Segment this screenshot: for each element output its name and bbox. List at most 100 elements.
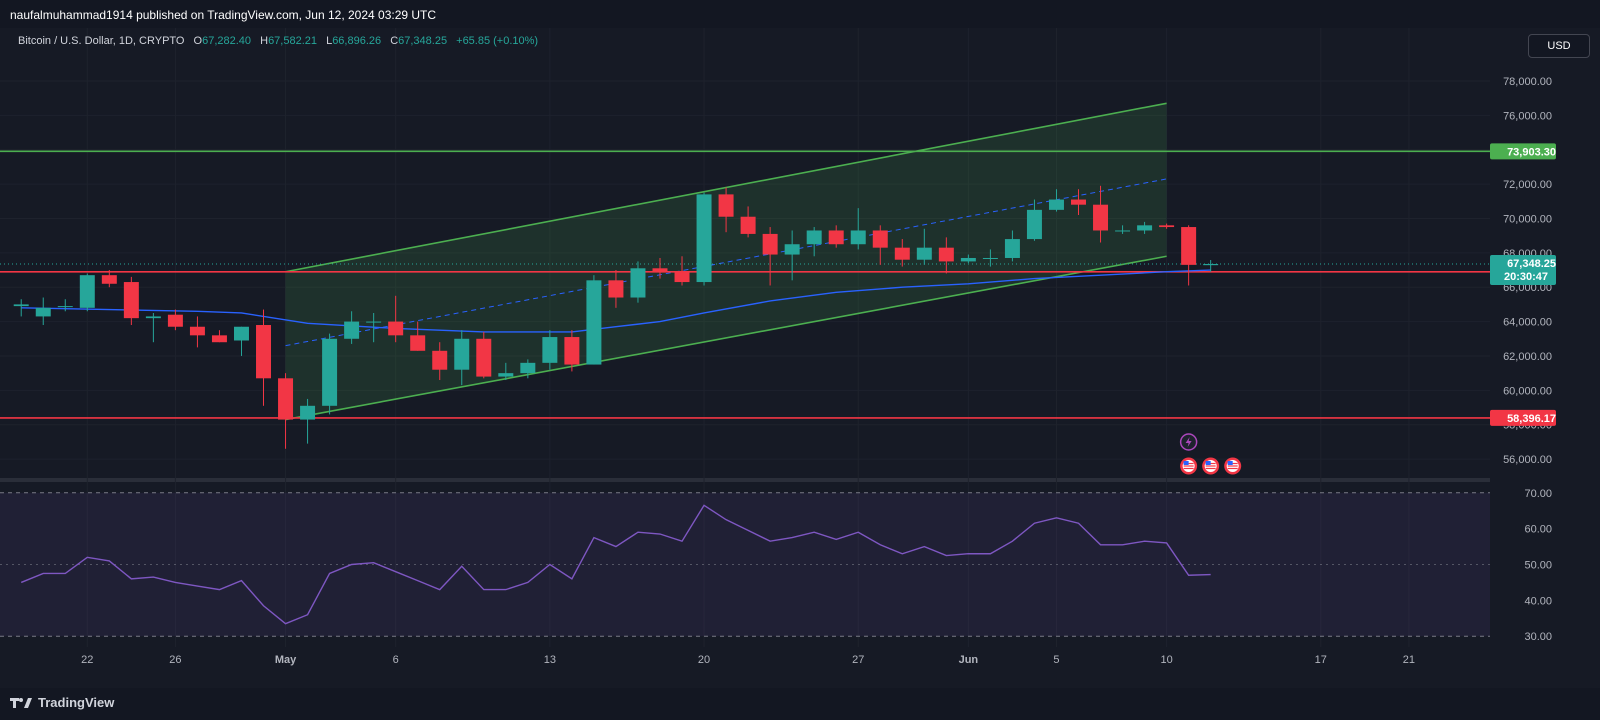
candle-down[interactable] [256, 325, 272, 379]
candle-up[interactable] [586, 280, 602, 365]
candle-down[interactable] [828, 230, 844, 245]
open-label: O [193, 35, 203, 47]
candle-up[interactable] [344, 321, 360, 339]
candle-down[interactable] [189, 326, 205, 336]
symbol-name[interactable]: Bitcoin / U.S. Dollar, 1D, CRYPTO [18, 35, 185, 47]
candle-down[interactable] [1093, 204, 1109, 231]
candle-up[interactable] [630, 268, 646, 298]
us-flag-canton [1227, 461, 1233, 465]
pane-divider[interactable] [0, 478, 1600, 482]
current-price-label: 67,348.25 [1507, 258, 1556, 270]
time-tick-label: 21 [1403, 654, 1415, 666]
time-tick-label: 20 [698, 654, 710, 666]
rsi-line[interactable] [20, 504, 1211, 625]
candle-up[interactable] [300, 405, 316, 420]
candle-up[interactable] [1203, 264, 1219, 266]
time-tick-label: 6 [393, 654, 399, 666]
level-price-badge[interactable] [1490, 143, 1556, 160]
price-axis[interactable] [1490, 62, 1600, 657]
time-tick-label: 27 [852, 654, 864, 666]
rsi-tick-label: 30.00 [1524, 631, 1552, 643]
candle-down[interactable] [718, 194, 734, 217]
candle-up[interactable] [982, 257, 998, 259]
candle-down[interactable] [608, 280, 624, 298]
close-label: C [390, 35, 399, 47]
tradingview-brand: TradingView [38, 695, 115, 710]
candle-down[interactable] [211, 335, 227, 343]
close-value: 67,348.25 [398, 35, 448, 47]
candle-up[interactable] [145, 316, 161, 319]
candle-up[interactable] [850, 230, 866, 245]
currency-button[interactable]: USD [1528, 34, 1590, 58]
candle-up[interactable] [542, 337, 558, 363]
candle-down[interactable] [564, 337, 580, 365]
chart-canvas[interactable]: 56,000.0058,000.0060,000.0062,000.0064,0… [0, 28, 1600, 688]
candle-up[interactable] [1115, 230, 1131, 232]
candle-up[interactable] [1004, 239, 1020, 258]
candle-down[interactable] [278, 378, 294, 420]
candle-down[interactable] [101, 275, 117, 284]
chart-frame[interactable]: 56,000.0058,000.0060,000.0062,000.0064,0… [0, 28, 1600, 688]
symbol-legend: Bitcoin / U.S. Dollar, 1D, CRYPTO O67,28… [18, 35, 538, 47]
current-price-badge[interactable] [1490, 255, 1556, 286]
candle-up[interactable] [520, 362, 536, 374]
time-tick-label: 10 [1160, 654, 1172, 666]
candle-down[interactable] [432, 350, 448, 370]
candle-up[interactable] [57, 306, 73, 308]
candle-up[interactable] [498, 373, 514, 377]
candle-up[interactable] [35, 307, 51, 317]
level-price-badge[interactable] [1490, 409, 1556, 426]
candle-up[interactable] [960, 257, 976, 262]
candle-down[interactable] [123, 282, 139, 319]
candle-down[interactable] [938, 247, 954, 262]
candle-down[interactable] [167, 314, 183, 327]
candle-up[interactable] [79, 275, 95, 308]
time-tick-label: 17 [1315, 654, 1327, 666]
candle-up[interactable] [366, 321, 382, 323]
candle-countdown-label: 20:30:47 [1504, 271, 1548, 283]
candle-up[interactable] [13, 304, 29, 307]
candle-down[interactable] [740, 216, 756, 234]
time-tick-label: May [275, 654, 297, 666]
price-tick-label: 78,000.00 [1503, 76, 1552, 88]
channel-mid-line[interactable] [285, 178, 1167, 347]
price-tick-label: 56,000.00 [1503, 454, 1552, 466]
rsi-tick-label: 70.00 [1524, 488, 1552, 500]
price-tick-label: 76,000.00 [1503, 110, 1552, 122]
us-flag-canton [1205, 461, 1211, 465]
candle-up[interactable] [806, 230, 822, 245]
candle-up[interactable] [322, 338, 338, 406]
candle-down[interactable] [1181, 227, 1197, 265]
candle-up[interactable] [1026, 209, 1042, 240]
price-tick-label: 60,000.00 [1503, 385, 1552, 397]
candle-down[interactable] [652, 268, 668, 272]
tradingview-logo[interactable]: TradingView [10, 695, 114, 710]
change-value: +65.85 (+0.10%) [456, 35, 539, 47]
channel-lower-line[interactable] [285, 255, 1167, 421]
time-tick-label: 26 [169, 654, 181, 666]
candle-up[interactable] [916, 247, 932, 260]
low-value: 66,896.26 [332, 35, 382, 47]
candle-down[interactable] [1071, 199, 1086, 205]
time-tick-label: 13 [544, 654, 556, 666]
channel-fill [285, 103, 1167, 420]
candle-down[interactable] [894, 247, 910, 260]
candle-down[interactable] [476, 338, 492, 377]
open-value: 67,282.40 [202, 35, 252, 47]
candle-down[interactable] [872, 230, 888, 248]
candle-up[interactable] [696, 194, 712, 283]
candle-up[interactable] [454, 338, 470, 370]
candle-down[interactable] [762, 233, 778, 255]
price-tick-label: 66,000.00 [1503, 282, 1552, 294]
price-tick-label: 70,000.00 [1503, 213, 1552, 225]
lightning-glyph [1185, 437, 1192, 447]
candle-up[interactable] [1137, 225, 1153, 231]
moving-average-line[interactable] [21, 269, 1211, 333]
candle-up[interactable] [784, 244, 800, 255]
candle-up[interactable] [233, 326, 249, 341]
candle-down[interactable] [410, 335, 426, 351]
candle-down[interactable] [388, 321, 404, 336]
candle-down[interactable] [674, 271, 690, 283]
candle-down[interactable] [1159, 225, 1175, 228]
candle-up[interactable] [1048, 199, 1064, 210]
